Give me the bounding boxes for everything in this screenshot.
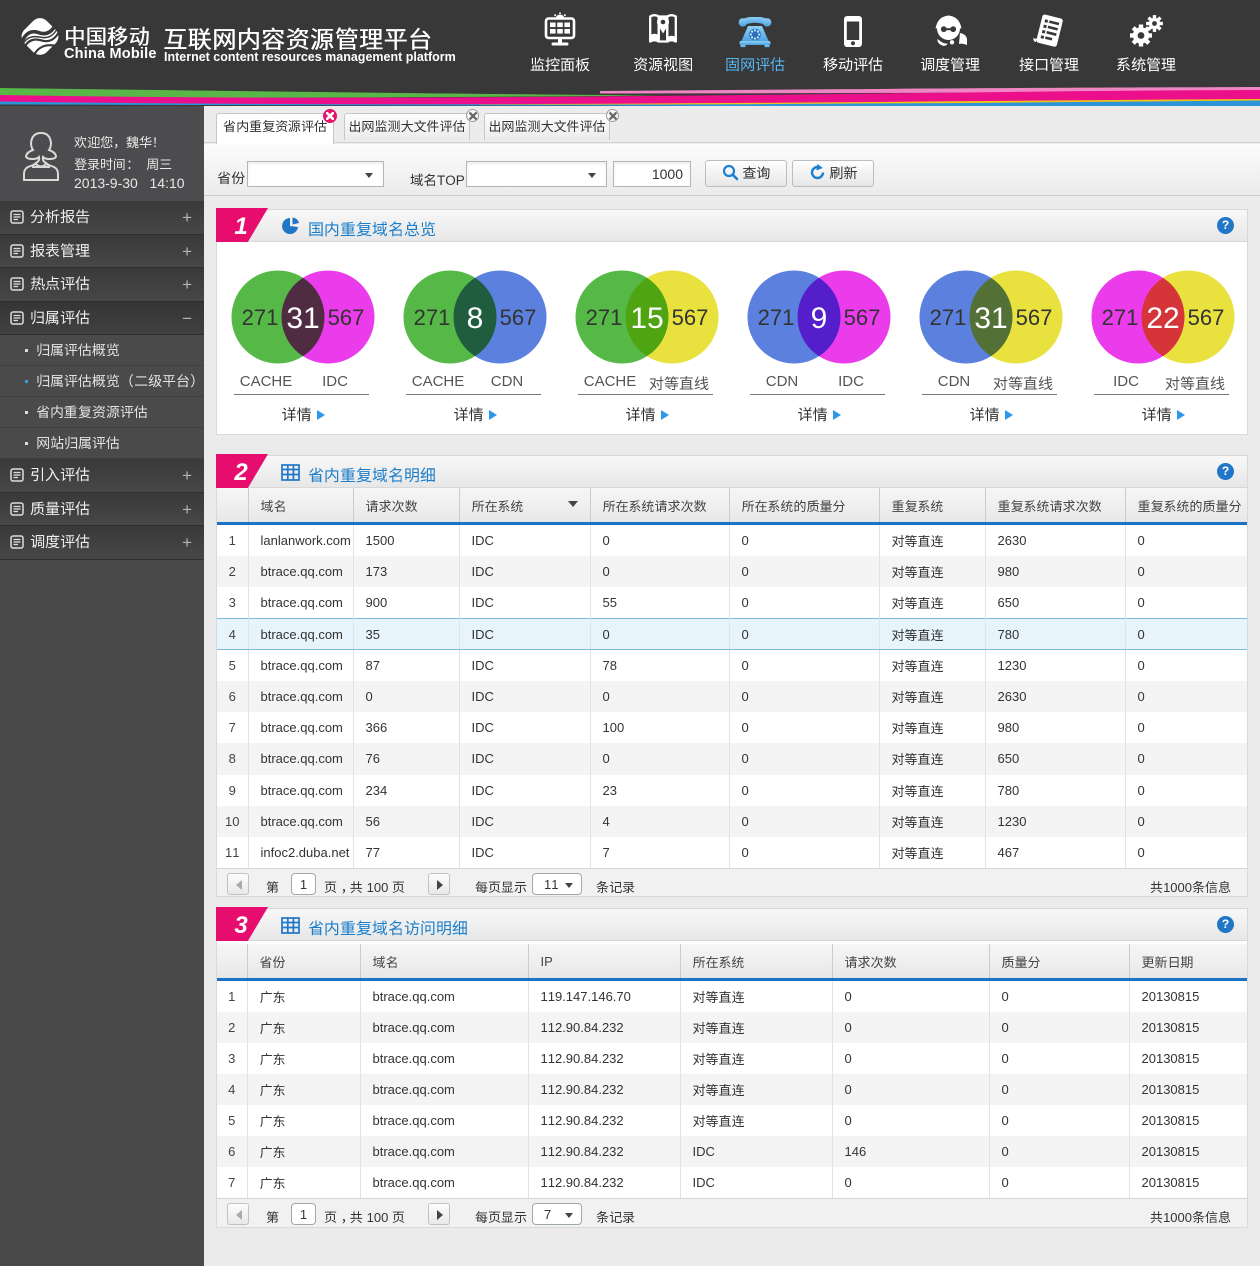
svg-text:567: 567 <box>500 305 537 330</box>
svg-text:567: 567 <box>844 305 881 330</box>
svg-text:567: 567 <box>1016 305 1053 330</box>
svg-text:271: 271 <box>758 305 795 330</box>
svg-text:31: 31 <box>286 302 319 335</box>
svg-text:271: 271 <box>1102 305 1139 330</box>
svg-text:9: 9 <box>811 302 828 335</box>
svg-text:271: 271 <box>930 305 967 330</box>
svg-text:8: 8 <box>467 302 484 335</box>
svg-text:271: 271 <box>414 305 451 330</box>
svg-text:567: 567 <box>672 305 709 330</box>
svg-text:567: 567 <box>1188 305 1225 330</box>
svg-text:271: 271 <box>586 305 623 330</box>
svg-text:31: 31 <box>974 302 1007 335</box>
svg-text:567: 567 <box>328 305 365 330</box>
svg-text:15: 15 <box>630 302 663 335</box>
svg-text:271: 271 <box>242 305 279 330</box>
svg-text:22: 22 <box>1146 302 1179 335</box>
